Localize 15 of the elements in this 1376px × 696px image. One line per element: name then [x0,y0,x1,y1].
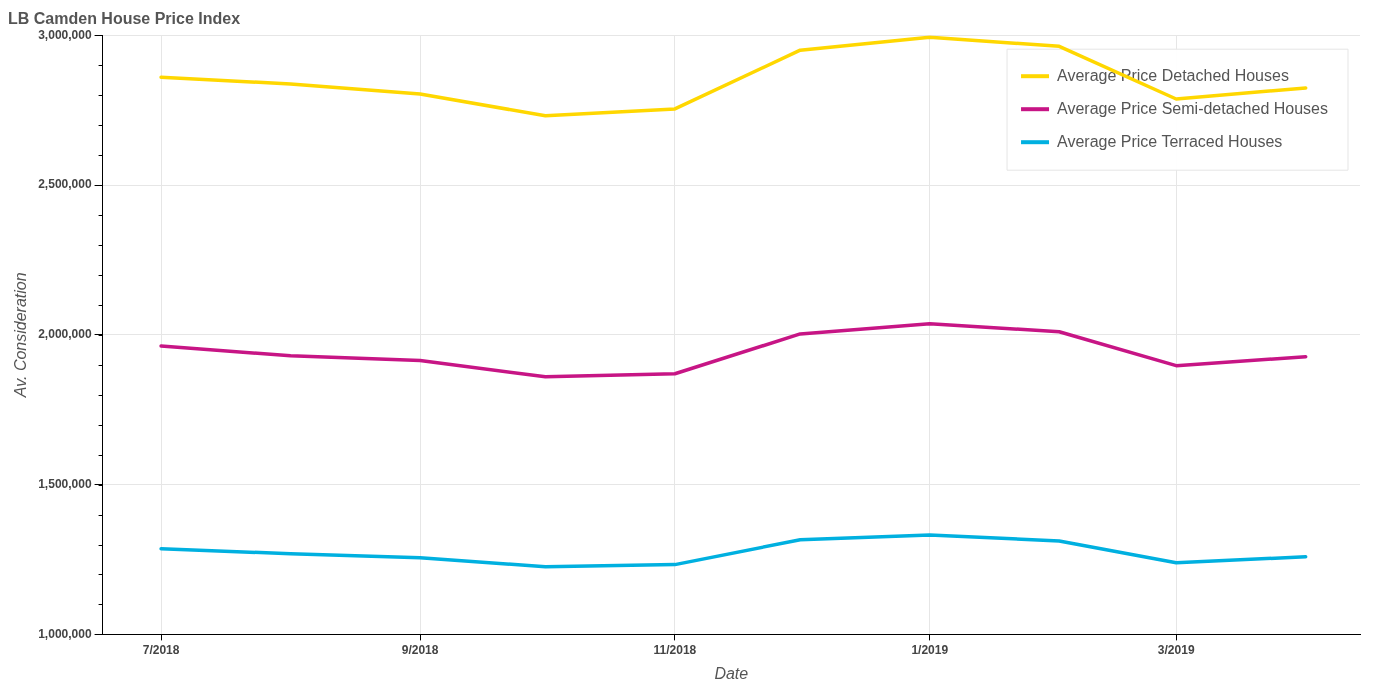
y-tick-label: 1,000,000 [38,626,92,641]
x-tick-label: 9/2018 [401,642,439,657]
y-tick-label: 2,000,000 [38,327,92,342]
chart-title: LB Camden House Price Index [8,10,241,28]
y-axis-title: Av. Consideration [12,272,30,399]
x-tick-label: 3/2019 [1157,642,1195,657]
y-tick-label: 3,000,000 [38,27,92,42]
y-tick-label: 1,500,000 [38,476,92,491]
x-axis-title: Date [714,664,749,682]
x-tick-label: 11/2018 [653,642,697,657]
y-tick-label: 2,500,000 [38,177,92,192]
legend-label: Average Price Semi-detached Houses [1057,99,1329,117]
legend-label: Average Price Terraced Houses [1057,132,1283,150]
x-tick-label: 7/2018 [142,642,180,657]
x-tick-label: 1/2019 [911,642,949,657]
